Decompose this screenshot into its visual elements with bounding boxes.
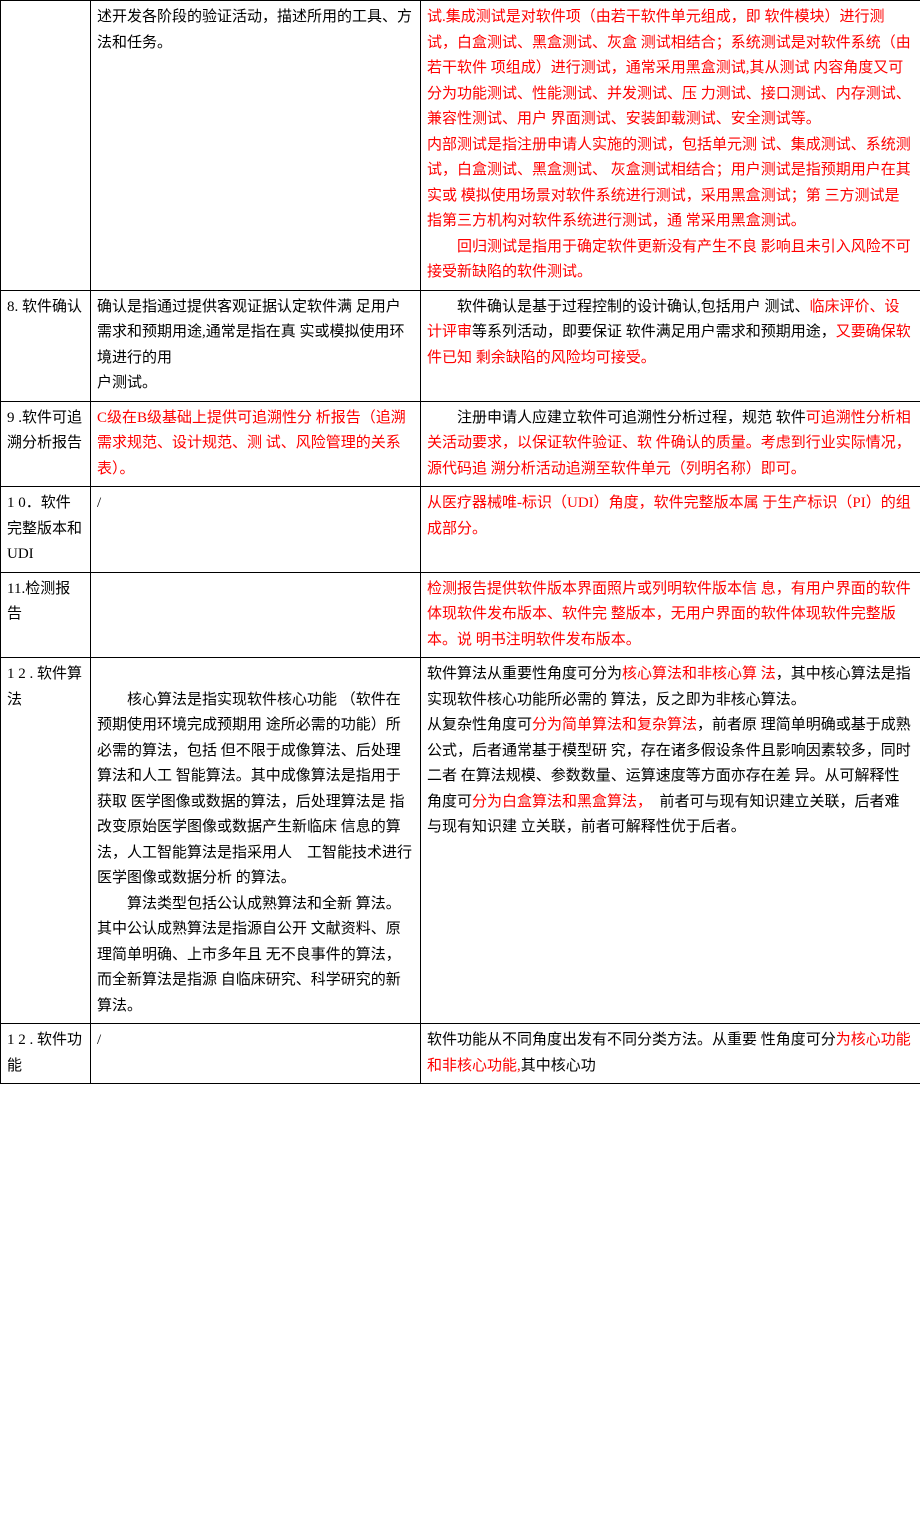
table-row: 1 2 . 软件功能/软件功能从不同角度出发有不同分类方法。从重要 性角度可分为… xyxy=(1,1024,920,1084)
row-label: 1 2 . 软件算法 xyxy=(1,658,91,1024)
table-row: 述开发各阶段的验证活动，描述所用的工具、方法和任务。试.集成测试是对软件项（由若… xyxy=(1,1,920,291)
row-label: 1 2 . 软件功能 xyxy=(1,1024,91,1084)
row-col3: 检测报告提供软件版本界面照片或列明软件版本信 息，有用户界面的软件体现软件发布版… xyxy=(421,572,920,658)
row-col2: 核心算法是指实现软件核心功能 （软件在预期使用环境完成预期用 途所必需的功能）所… xyxy=(91,658,421,1024)
row-col2: C级在B级基础上提供可追溯性分 析报告（追溯需求规范、设计规范、测 试、风险管理… xyxy=(91,401,421,487)
table-row: 9 .软件可追溯分析报告C级在B级基础上提供可追溯性分 析报告（追溯需求规范、设… xyxy=(1,401,920,487)
table-row: 8. 软件确认确认是指通过提供客观证据认定软件满 足用户需求和预期用途,通常是指… xyxy=(1,290,920,401)
table-row: 1 0．软件完整版本和UDI/从医疗器械唯-标识（UDI）角度，软件完整版本属 … xyxy=(1,487,920,573)
row-col2: 述开发各阶段的验证活动，描述所用的工具、方法和任务。 xyxy=(91,1,421,291)
row-col3: 软件功能从不同角度出发有不同分类方法。从重要 性角度可分为核心功能和非核心功能,… xyxy=(421,1024,920,1084)
row-label: 1 0．软件完整版本和UDI xyxy=(1,487,91,573)
document-table: 述开发各阶段的验证活动，描述所用的工具、方法和任务。试.集成测试是对软件项（由若… xyxy=(0,0,920,1084)
row-col3: 从医疗器械唯-标识（UDI）角度，软件完整版本属 于生产标识（PI）的组成部分。 xyxy=(421,487,920,573)
row-col2: 确认是指通过提供客观证据认定软件满 足用户需求和预期用途,通常是指在真 实或模拟… xyxy=(91,290,421,401)
row-label xyxy=(1,1,91,291)
row-col3: 试.集成测试是对软件项（由若干软件单元组成，即 软件模块）进行测试，白盒测试、黑… xyxy=(421,1,920,291)
table-row: 1 2 . 软件算法 核心算法是指实现软件核心功能 （软件在预期使用环境完成预期… xyxy=(1,658,920,1024)
row-label: 8. 软件确认 xyxy=(1,290,91,401)
row-col3: 软件算法从重要性角度可分为核心算法和非核心算 法，其中核心算法是指实现软件核心功… xyxy=(421,658,920,1024)
row-label: 9 .软件可追溯分析报告 xyxy=(1,401,91,487)
row-col2: / xyxy=(91,487,421,573)
row-col3: 注册申请人应建立软件可追溯性分析过程，规范 软件可追溯性分析相关活动要求，以保证… xyxy=(421,401,920,487)
row-col2: / xyxy=(91,1024,421,1084)
table-row: 11.检测报告 检测报告提供软件版本界面照片或列明软件版本信 息，有用户界面的软件… xyxy=(1,572,920,658)
row-label: 11.检测报告 xyxy=(1,572,91,658)
row-col3: 软件确认是基于过程控制的设计确认,包括用户 测试、临床评价、设计评审等系列活动，… xyxy=(421,290,920,401)
row-col2 xyxy=(91,572,421,658)
